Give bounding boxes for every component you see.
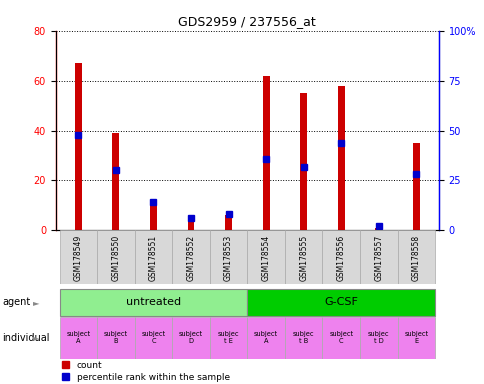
Text: GSM178554: GSM178554 [261,235,270,281]
Bar [172,230,210,284]
Text: untreated: untreated [126,297,181,308]
Bar [247,289,434,316]
Bar [375,228,381,230]
Bar [150,203,156,230]
Text: subjec
t E: subjec t E [217,331,239,344]
Legend: count, percentile rank within the sample: count, percentile rank within the sample [60,359,231,383]
Bar [187,218,194,230]
Text: GSM178556: GSM178556 [336,235,345,281]
Text: GSM178549: GSM178549 [74,235,83,281]
Bar [210,230,247,284]
Bar [247,317,284,359]
Bar [60,317,97,359]
Text: subject
D: subject D [179,331,203,344]
Text: ►: ► [33,333,39,343]
Bar [322,230,359,284]
Bar [247,230,284,284]
Text: GSM178557: GSM178557 [374,235,382,281]
Bar [300,93,306,230]
Text: subjec
t D: subjec t D [367,331,389,344]
Text: subject
B: subject B [104,331,128,344]
Bar [225,215,231,230]
Bar [60,230,97,284]
Text: GSM178550: GSM178550 [111,235,120,281]
Bar [397,230,434,284]
Text: subject
A: subject A [66,331,90,344]
Title: GDS2959 / 237556_at: GDS2959 / 237556_at [178,15,316,28]
Text: subject
A: subject A [254,331,278,344]
Bar [284,317,322,359]
Text: subjec
t B: subjec t B [292,331,314,344]
Bar [284,230,322,284]
Bar [135,317,172,359]
Text: agent: agent [2,297,30,307]
Bar [359,317,397,359]
Bar [60,289,247,316]
Text: subject
E: subject E [404,331,427,344]
Text: GSM178555: GSM178555 [299,235,307,281]
Bar [262,76,269,230]
Text: GSM178551: GSM178551 [149,235,158,281]
Text: GSM178558: GSM178558 [411,235,420,281]
Text: individual: individual [2,333,50,343]
Text: subject
C: subject C [141,331,165,344]
Bar [412,143,419,230]
Bar [97,317,135,359]
Bar [75,63,81,230]
Text: ►: ► [33,298,39,307]
Bar [359,230,397,284]
Bar [172,317,210,359]
Text: subject
C: subject C [329,331,352,344]
Bar [210,317,247,359]
Text: GSM178552: GSM178552 [186,235,195,281]
Bar [112,133,119,230]
Bar [97,230,135,284]
Text: GSM178553: GSM178553 [224,235,233,281]
Bar [337,86,344,230]
Bar [397,317,434,359]
Bar [322,317,359,359]
Bar [135,230,172,284]
Text: G-CSF: G-CSF [324,297,358,308]
